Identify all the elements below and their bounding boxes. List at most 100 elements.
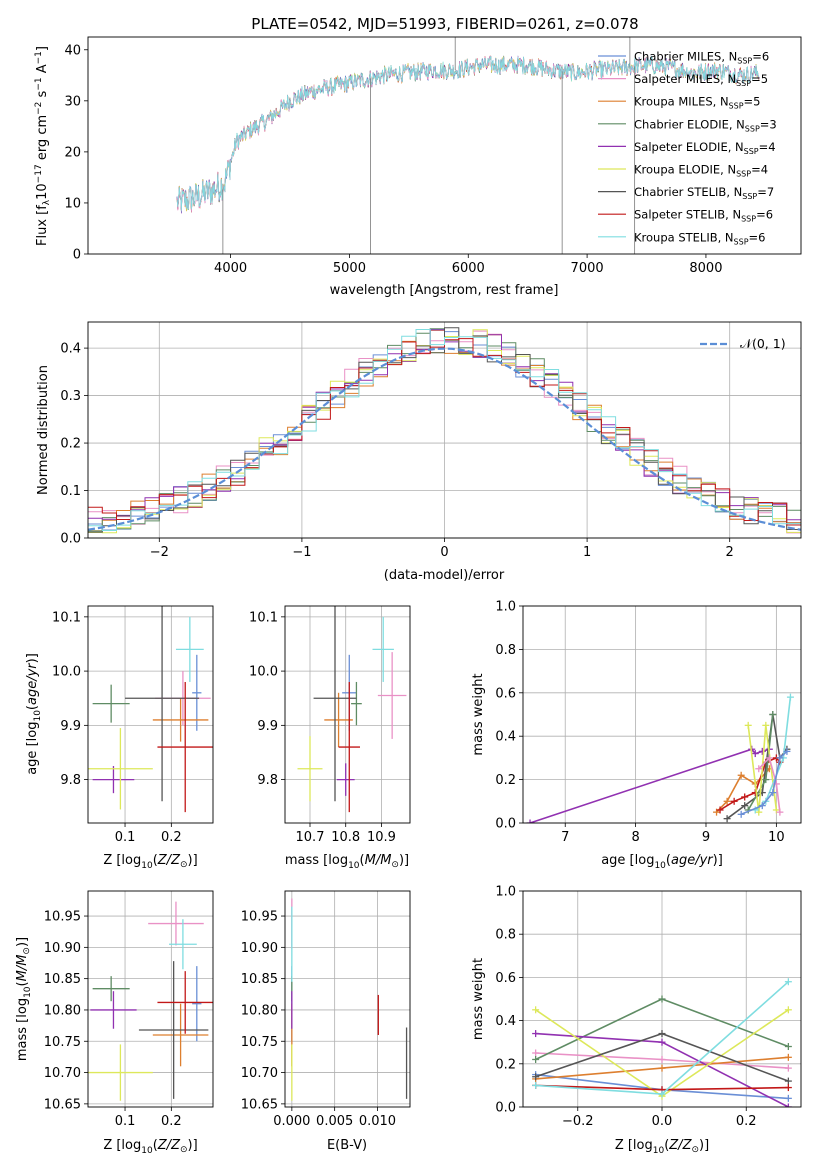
legend-sub: SSP [745,124,760,133]
axes-frame [87,321,802,539]
y-tick-label: 0.8 [495,643,516,658]
x-tick-label: 6000 [452,261,485,276]
label-part: −1 [34,77,44,90]
x-tick-label: 0.1 [115,830,136,845]
label-part: M/M [15,955,30,982]
label-part: )] [25,653,40,663]
y-tick-label: 0.4 [495,1014,516,1029]
label-part: ( [360,853,365,868]
axes-residuals: −2 −1 0 1 2 0.0 0.1 0.2 0.3 0.4 (data-model)/error… [36,321,802,583]
y-tick-label: 10.85 [44,972,81,987]
errorbar-point [152,698,209,742]
x-tick-label: 0.2 [161,1114,182,1129]
x-axis-label: (data-model)/error [384,568,505,583]
x-tick-label: 7000 [571,261,604,276]
axes-frame [284,605,411,824]
legend-label: Chabrier ELODIE, NSSP=3 [634,117,777,133]
legend-label: Kroupa MILES, NSSP=5 [634,95,760,111]
y-tick-label: 0.3 [60,389,81,404]
x-tick-label: 0 [440,545,448,560]
label-part: )] [713,853,723,868]
label-part: )] [399,853,409,868]
label-part: ( [153,853,158,868]
legend-text: Kroupa MILES, N [634,95,729,109]
legend-text: =5 [744,95,761,109]
errorbar-point [338,681,360,813]
label-part: ( [153,1138,158,1153]
label-part: Z/Z [157,853,181,868]
x-tick-label: −0.2 [562,1114,594,1129]
y-tick-label: 10.90 [241,941,278,956]
label-part: Flux [f [35,205,50,246]
y-tick-label: 10.90 [44,941,81,956]
axes-spectrum: 4000 5000 6000 7000 8000 0 10 20 30 40 wavelength … [34,36,802,298]
x-tick-label: 10 [768,830,785,845]
series-path [747,725,778,813]
legend-text: =4 [759,140,776,154]
x-tick-label: 4000 [214,261,247,276]
legend-text: Kroupa ELODIE, N [634,163,736,177]
label-part: 10 [141,861,153,871]
errorbar-point [125,606,200,802]
grid [285,606,410,823]
legend-sub: SSP [737,57,752,66]
label-part: −2 [34,102,44,115]
label-part: Z/Z [668,1138,692,1153]
y-tick-label: 10.80 [241,1003,278,1018]
legend-label: Kroupa ELODIE, NSSP=4 [634,163,768,179]
label-part: ( [664,1138,669,1153]
y-tick-label: 9.9 [257,719,278,734]
label-part: )] [188,853,198,868]
label-part: age [log [25,722,40,775]
errorbar-point [157,681,213,813]
spectrum-line [176,56,760,211]
label-part: )] [188,1138,198,1153]
series-line [737,747,791,818]
y-tick-label: 1.0 [495,885,516,900]
x-tick-label: 0.010 [359,1114,396,1129]
series-line [755,754,784,816]
y-tick-label: 0.4 [60,342,81,357]
x-axis-label: mass [log10(M/M⊙)] [285,853,409,871]
x-tick-label: 0.2 [736,1114,757,1129]
y-tick-label: 0.0 [60,532,81,547]
y-tick-label: 0.2 [495,773,516,788]
y-tick-label: 0.0 [495,1101,516,1116]
x-tick-label: −2 [150,545,169,560]
y-tick-label: 10.75 [44,1035,81,1050]
label-part: Normed distribution [36,365,51,495]
legend-text: =7 [757,185,774,199]
grid [285,891,410,1107]
axes-massweight_vs_Z: −0.2 0.0 0.2 0.0 0.2 0.4 0.6 0.8 1.0 Z [log10(Z/Z… [471,885,802,1156]
x-tick-label: 10.9 [367,830,396,845]
y-axis-label: Flux [fλ10−17 erg cm−2 s−1 A−1] [34,46,52,246]
legend-label: Kroupa STELIB, NSSP=6 [634,230,765,246]
errorbar-point [92,766,135,794]
label-part: Z [log [615,1138,653,1153]
x-tick-label: 0.2 [161,830,182,845]
label-part: −1 [34,51,44,64]
y-tick-label: 0.1 [60,484,81,499]
label-part: Z [log [103,853,141,868]
y-tick-label: 10.95 [241,910,278,925]
errorbar-point [88,728,153,810]
x-tick-label: 8000 [689,261,722,276]
label-part: 10 [33,710,43,722]
x-tick-label: 0.1 [115,1114,136,1129]
axes-age_vs_mass: 10.7 10.8 10.9 9.8 9.9 10.0 10.1 mass [log10(M/… [249,605,411,871]
axes-frame [87,605,214,824]
legend-text: Kroupa STELIB, N [634,230,734,244]
legend-text: Chabrier ELODIE, N [634,117,745,131]
y-tick-label: 10.1 [249,610,278,625]
series-path [758,756,781,813]
legend-text: =3 [760,117,777,131]
label-part: )] [699,1138,709,1153]
legend-label: Chabrier STELIB, NSSP=7 [634,185,774,201]
errorbar-point [175,616,204,682]
errorbar-point [336,763,355,796]
y-tick-label: 10.0 [52,665,81,680]
label-part: 10 [653,1146,665,1156]
series-line [532,1030,792,1107]
